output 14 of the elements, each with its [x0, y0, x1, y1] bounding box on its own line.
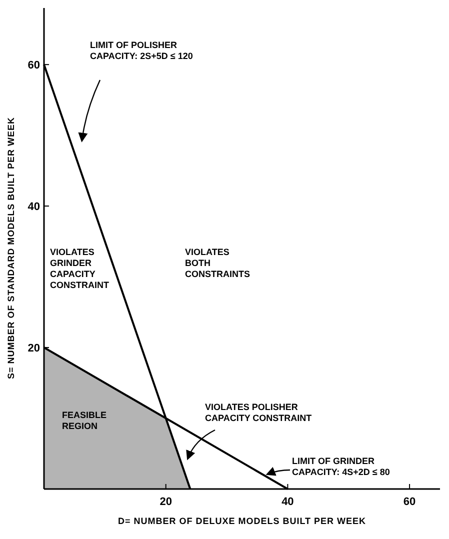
y-axis-title: S= NUMBER OF STANDARD MODELS BUILT PER WEEK: [6, 117, 16, 379]
x-axis-title: D= NUMBER OF DELUXE MODELS BUILT PER WEEK: [118, 516, 366, 526]
annotation: VIOLATES BOTH CONSTRAINTS: [185, 247, 250, 279]
annotation: VIOLATES POLISHER CAPACITY CONSTRAINT: [205, 402, 312, 423]
x-tick-label: 60: [403, 496, 416, 508]
y-tick-label: 20: [28, 342, 40, 355]
y-tick-label: 40: [28, 201, 40, 214]
annotation: VIOLATES GRINDER CAPACITY CONSTRAINT: [50, 247, 110, 290]
x-tick-label: 20: [160, 496, 172, 508]
y-tick-label: 60: [28, 60, 40, 72]
x-tick-label: 40: [282, 496, 294, 508]
annotation: LIMIT OF GRINDER CAPACITY: 4S+2D ≤ 80: [292, 456, 390, 477]
annotation: LIMIT OF POLISHER CAPACITY: 2S+5D ≤ 120: [90, 40, 193, 61]
annotation: FEASIBLE REGION: [62, 410, 107, 431]
